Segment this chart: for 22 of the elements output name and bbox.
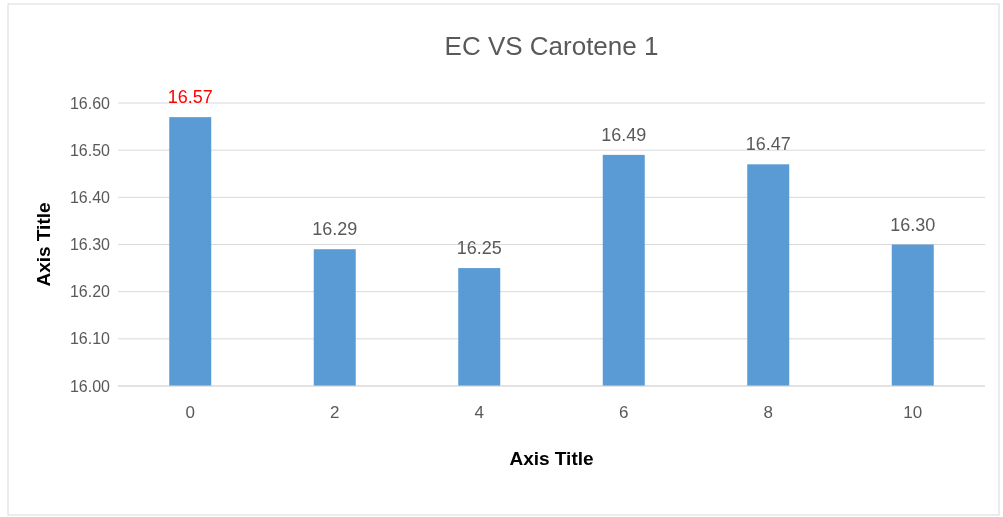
y-tick-label: 16.00 [69,377,111,395]
x-tick-label: 8 [763,403,773,422]
y-tick-label: 16.60 [69,94,111,112]
x-tick-label: 0 [185,403,195,422]
chart-title: EC VS Carotene 1 [444,31,659,61]
data-label: 16.47 [745,134,791,155]
x-tick-label: 4 [474,403,484,422]
data-label: 16.49 [601,124,647,145]
data-label: 16.57 [167,87,213,108]
y-tick-label: 16.40 [69,188,111,206]
data-label: 16.30 [890,214,936,235]
y-tick-label: 16.50 [69,141,111,159]
data-label: 16.29 [312,219,358,240]
x-tick-label: 2 [330,403,340,422]
y-axis-title: Axis Title [33,202,54,287]
x-axis-title: Axis Title [509,448,594,469]
y-tick-label: 16.30 [69,236,111,254]
y-tick-label: 16.10 [69,330,111,348]
data-label: 16.25 [456,238,502,259]
x-tick-label: 10 [903,403,923,422]
x-tick-label: 6 [619,403,629,422]
y-tick-label: 16.20 [69,283,111,301]
